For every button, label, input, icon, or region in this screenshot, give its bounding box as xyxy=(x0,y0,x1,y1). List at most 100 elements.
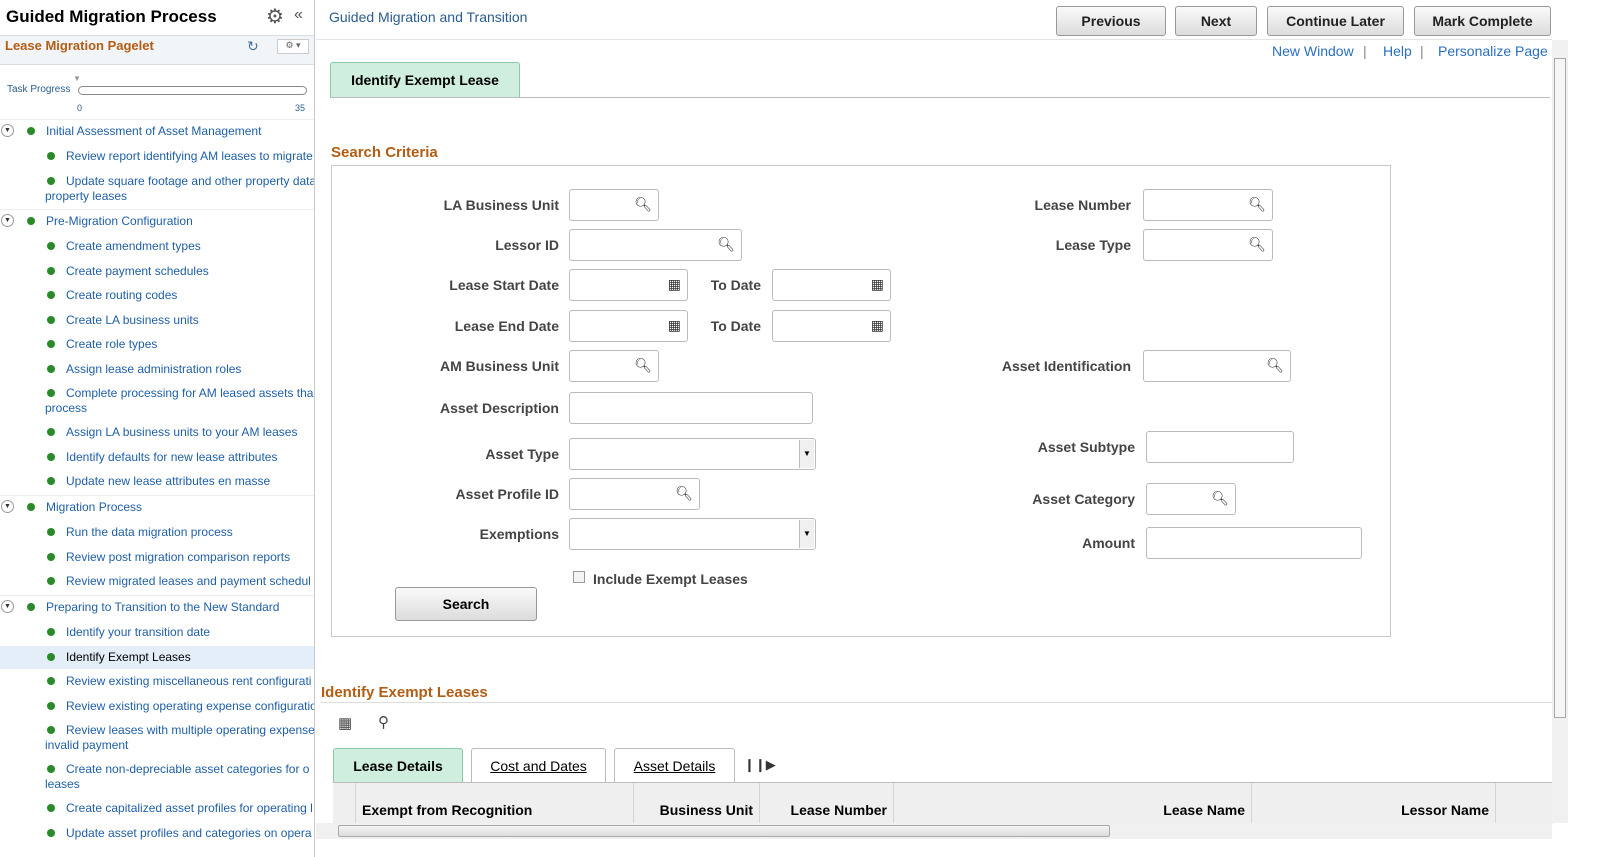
horizontal-scrollbar[interactable] xyxy=(316,823,1552,839)
personalize-page-link[interactable]: Personalize Page xyxy=(1438,43,1548,59)
tab-lease-details[interactable]: Lease Details xyxy=(333,748,463,782)
sidebar-item[interactable]: Update asset profiles and categories on … xyxy=(0,822,314,845)
asset-id-input[interactable]: 🔍︎ xyxy=(1143,350,1291,382)
lookup-icon[interactable]: 🔍︎ xyxy=(634,357,652,373)
show-all-columns-icon[interactable]: ❙❙▶ xyxy=(744,757,776,772)
to1-input[interactable]: ▦ xyxy=(772,269,891,301)
lookup-icon[interactable]: 🔍︎ xyxy=(675,485,693,501)
col-lease-number[interactable]: Lease Number xyxy=(759,783,893,825)
chevron-down-icon[interactable]: ▼ xyxy=(799,520,814,548)
sidebar-item[interactable]: Create payment schedules xyxy=(0,260,314,283)
search-button[interactable]: Search xyxy=(395,587,537,621)
sidebar-item[interactable]: Run the data migration process xyxy=(0,521,314,544)
am-bu-input[interactable]: 🔍︎ xyxy=(569,350,659,382)
sidebar-item[interactable]: Create capitalized asset profiles for op… xyxy=(0,797,314,820)
calendar-icon[interactable]: ▦ xyxy=(667,276,681,292)
desc-label: Asset Description xyxy=(439,400,559,416)
sidebar-item[interactable]: Review migrated leases and payment sched… xyxy=(0,570,314,593)
status-dot-icon xyxy=(47,177,55,185)
la-bu-input[interactable]: 🔍︎ xyxy=(569,189,659,221)
collapse-toggle-icon[interactable]: ▼ xyxy=(1,600,14,613)
col-lease-name[interactable]: Lease Name xyxy=(893,783,1251,825)
lookup-icon[interactable]: 🔍︎ xyxy=(1248,236,1266,252)
lookup-icon[interactable]: 🔍︎ xyxy=(1248,196,1266,212)
status-dot-icon xyxy=(47,726,55,734)
sidebar-group[interactable]: ▼ Preparing to Transition to the New Stan… xyxy=(0,595,314,619)
help-link[interactable]: Help xyxy=(1383,43,1412,59)
sidebar-item[interactable]: Update new lease attributes en masse xyxy=(0,470,314,493)
lookup-icon[interactable]: 🔍︎ xyxy=(717,236,735,252)
col-business-unit[interactable]: Business Unit xyxy=(633,783,759,825)
next-button[interactable]: Next xyxy=(1175,6,1257,36)
chevron-down-icon[interactable]: ▼ xyxy=(799,440,814,468)
sidebar-group[interactable]: ▼ Initial Assessment of Asset Management xyxy=(0,119,314,143)
collapse-toggle-icon[interactable]: ▼ xyxy=(1,214,14,227)
refresh-icon[interactable]: ↻ xyxy=(247,38,259,54)
subtype-input[interactable] xyxy=(1146,431,1294,463)
amount-input[interactable] xyxy=(1146,527,1362,559)
tab-identify-exempt-lease[interactable]: Identify Exempt Lease xyxy=(330,62,520,97)
sidebar-item-label-cont: invalid payment xyxy=(45,738,129,752)
lease-no-input[interactable]: 🔍︎ xyxy=(1143,189,1273,221)
new-window-link[interactable]: New Window xyxy=(1272,43,1354,59)
sidebar-item[interactable]: Review leases with multiple operating ex… xyxy=(0,719,314,757)
include-exempt-checkbox[interactable] xyxy=(573,571,585,583)
sidebar-item[interactable]: Create routing codes xyxy=(0,284,314,307)
sidebar-item[interactable]: Review post migration comparison reports xyxy=(0,546,314,569)
lookup-icon[interactable]: 🔍︎ xyxy=(1211,490,1229,506)
sidebar-item[interactable]: Complete processing for AM leased assets… xyxy=(0,382,314,420)
sidebar-item[interactable]: Identify your transition date xyxy=(0,621,314,644)
calendar-icon[interactable]: ▦ xyxy=(870,317,884,333)
breadcrumb[interactable]: Guided Migration and Transition xyxy=(329,9,528,25)
exemptions-input[interactable]: ▼ xyxy=(569,518,816,550)
collapse-icon[interactable]: « xyxy=(294,6,303,23)
profile-input[interactable]: 🔍︎ xyxy=(569,478,700,510)
sidebar-item[interactable]: Create LA business units xyxy=(0,309,314,332)
continue-later-button[interactable]: Continue Later xyxy=(1267,6,1404,36)
sidebar-item[interactable]: Create amendment types xyxy=(0,235,314,258)
to2-label: To Date xyxy=(710,318,761,334)
lookup-icon[interactable]: 🔍︎ xyxy=(634,196,652,212)
lessor-input[interactable]: 🔍︎ xyxy=(569,229,742,261)
sidebar-item[interactable]: Create role types xyxy=(0,333,314,356)
scroll-thumb[interactable] xyxy=(1554,58,1566,718)
previous-button[interactable]: Previous xyxy=(1056,6,1166,36)
sidebar-item[interactable]: Identify Exempt Leases xyxy=(0,646,314,669)
calendar-icon[interactable]: ▦ xyxy=(667,317,681,333)
collapse-toggle-icon[interactable]: ▼ xyxy=(1,124,14,137)
mark-complete-button[interactable]: Mark Complete xyxy=(1414,6,1551,36)
category-input[interactable]: 🔍︎ xyxy=(1146,483,1236,515)
vertical-scrollbar[interactable] xyxy=(1552,40,1568,823)
sidebar-item[interactable]: Assign lease administration roles xyxy=(0,358,314,381)
to2-input[interactable]: ▦ xyxy=(772,310,891,342)
sidebar-item[interactable]: Identify defaults for new lease attribut… xyxy=(0,446,314,469)
sidebar-item[interactable]: Review existing miscellaneous rent confi… xyxy=(0,670,314,693)
sidebar-item[interactable]: Review report identifying AM leases to m… xyxy=(0,145,314,168)
sidebar-group[interactable]: ▼ Migration Process xyxy=(0,495,314,519)
to1-label: To Date xyxy=(710,277,761,293)
sidebar-group[interactable]: ▼ Pre-Migration Configuration xyxy=(0,209,314,233)
search-icon[interactable]: ⚲ xyxy=(378,714,389,731)
sidebar-item[interactable]: Review existing operating expense config… xyxy=(0,695,314,718)
sidebar-item[interactable]: Assign LA business units to your AM leas… xyxy=(0,421,314,444)
col-exempt-from-recognition[interactable]: Exempt from Recognition xyxy=(355,783,633,825)
tab-cost-and-dates[interactable]: Cost and Dates xyxy=(471,748,606,782)
scroll-thumb[interactable] xyxy=(338,825,1110,837)
collapse-toggle-icon[interactable]: ▼ xyxy=(1,500,14,513)
sidebar-item-label: Identify Exempt Leases xyxy=(66,650,191,664)
lookup-icon[interactable]: 🔍︎ xyxy=(1266,357,1284,373)
sidebar-item[interactable]: Update square footage and other property… xyxy=(0,170,314,208)
lease-type-input[interactable]: 🔍︎ xyxy=(1143,229,1273,261)
options-menu-icon[interactable]: ⚙ ▾ xyxy=(277,39,309,54)
tab-asset-details[interactable]: Asset Details xyxy=(614,748,735,782)
calendar-icon[interactable]: ▦ xyxy=(870,276,884,292)
start-input[interactable]: ▦ xyxy=(569,269,688,301)
end-input[interactable]: ▦ xyxy=(569,310,688,342)
col-lessor-name[interactable]: Lessor Name xyxy=(1251,783,1495,825)
gear-icon[interactable]: ⚙ xyxy=(266,6,284,28)
sidebar-item[interactable]: Create non-depreciable asset categories … xyxy=(0,758,314,796)
grid-view-icon[interactable]: ▦ xyxy=(338,715,353,732)
desc-input[interactable] xyxy=(569,392,813,424)
type-input[interactable]: ▼ xyxy=(569,438,816,470)
lease-type-label: Lease Type xyxy=(1055,237,1131,253)
